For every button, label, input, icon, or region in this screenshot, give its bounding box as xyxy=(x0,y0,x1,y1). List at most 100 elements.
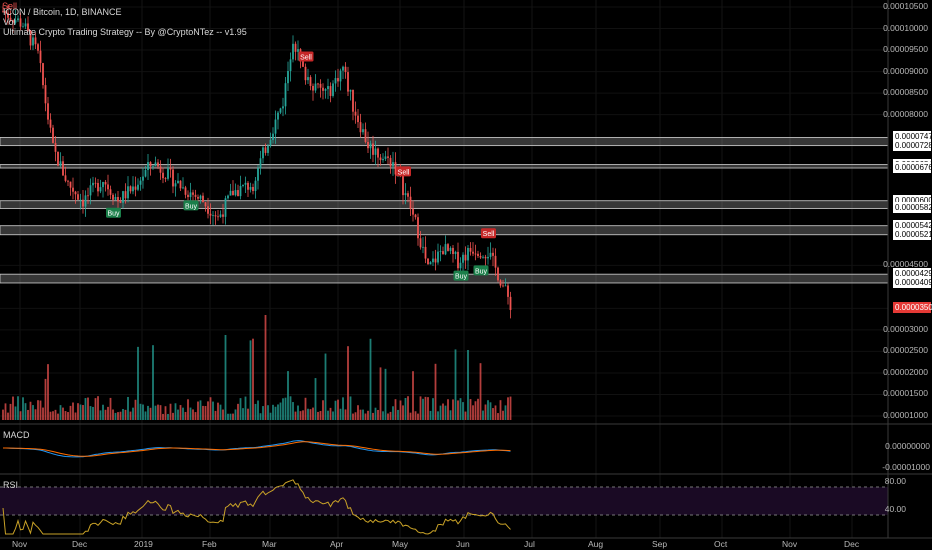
candle-body xyxy=(202,195,204,203)
candle-body xyxy=(189,192,192,198)
signal-tags: Sell Buy Sell Buy Buy Sell Buy xyxy=(106,51,496,281)
volume-bar xyxy=(32,405,34,420)
time-tick-label: Jul xyxy=(524,539,535,549)
volume-bar xyxy=(449,410,452,420)
candle-body xyxy=(504,285,507,287)
volume-bar xyxy=(467,350,469,420)
volume-bar xyxy=(347,346,349,420)
volume-bar xyxy=(129,411,132,420)
volume-bar xyxy=(342,397,344,420)
sell-tag: Sell xyxy=(481,228,496,239)
candle-body xyxy=(57,151,59,166)
volume-bar xyxy=(272,404,274,420)
buy-tag-bg xyxy=(183,200,199,211)
volume-bar xyxy=(64,411,67,420)
candle-body xyxy=(379,157,382,161)
candle-body xyxy=(92,182,94,186)
volume-bar xyxy=(169,403,172,420)
time-tick-label: Nov xyxy=(12,539,28,549)
candle-body xyxy=(362,129,364,133)
candle-body xyxy=(29,30,32,46)
volume-bar xyxy=(387,413,389,420)
volume-bar xyxy=(337,399,339,420)
volume-bar xyxy=(217,402,219,420)
volume-bar xyxy=(444,405,447,420)
candle-body xyxy=(349,89,352,92)
volume-bar xyxy=(179,405,182,420)
volume-bar xyxy=(207,401,209,420)
candle-body xyxy=(222,214,224,217)
candle-body xyxy=(229,190,232,196)
candle-body xyxy=(2,11,4,13)
volume-bar xyxy=(404,397,407,420)
volume-bar xyxy=(74,412,77,420)
rsi-pane xyxy=(0,479,888,535)
volume-bar xyxy=(147,405,149,420)
volume-bar xyxy=(94,398,97,420)
volume-bar xyxy=(254,403,257,420)
candle-body xyxy=(19,18,22,27)
volume-bar xyxy=(339,408,342,420)
volume-bar xyxy=(409,412,412,420)
candle-body xyxy=(97,183,99,192)
candle-body xyxy=(159,166,162,173)
time-tick-label: Jun xyxy=(456,539,470,549)
candle-body xyxy=(309,77,312,86)
candle-body xyxy=(17,18,19,21)
candle-body xyxy=(469,247,472,252)
candle-body xyxy=(454,251,457,255)
candle-body xyxy=(434,258,437,263)
candle-body xyxy=(34,37,37,45)
price-tick-label: 0.00003000 xyxy=(883,323,928,334)
candle-body xyxy=(417,217,419,239)
volume-bar xyxy=(242,408,244,420)
volume-bar xyxy=(194,412,197,420)
volume-bar xyxy=(134,399,137,420)
candle-body xyxy=(14,20,17,23)
candle-body xyxy=(444,244,447,255)
volume-legend[interactable]: Vol xyxy=(3,17,16,27)
strategy-legend[interactable]: Ultimate Crypto Trading Strategy -- By @… xyxy=(3,27,247,37)
candle-body xyxy=(394,162,397,175)
volume-bar xyxy=(419,396,422,420)
candle-body xyxy=(432,258,434,263)
candle-body xyxy=(142,176,144,181)
volume-bar xyxy=(184,411,187,420)
candle-body xyxy=(209,213,212,216)
volume-bar xyxy=(312,407,314,420)
volume-bar xyxy=(372,412,374,420)
rsi-title[interactable]: RSI xyxy=(3,480,19,490)
macd-title[interactable]: MACD xyxy=(3,430,30,440)
candle-body xyxy=(129,186,132,192)
volume-bar xyxy=(189,407,192,420)
candle-body xyxy=(49,119,52,128)
candle-body xyxy=(244,182,247,185)
volume-bar xyxy=(59,405,62,420)
volume-bar xyxy=(204,406,207,420)
volume-bar xyxy=(119,411,122,420)
buy-tag: Buy xyxy=(106,207,121,218)
candle-body xyxy=(357,115,359,123)
macd-signal-line xyxy=(2,441,511,457)
volume-bar xyxy=(167,413,169,420)
volume-bar xyxy=(292,402,294,420)
volume-bar xyxy=(237,403,239,420)
volume-bar xyxy=(277,404,279,420)
candle-body xyxy=(497,267,499,281)
volume-bar xyxy=(22,397,24,420)
volume-bar xyxy=(287,371,289,420)
volume-bar xyxy=(234,409,237,420)
volume-bar xyxy=(182,407,184,420)
volume-bar xyxy=(259,413,262,420)
volume-bar xyxy=(437,411,439,420)
volume-bar xyxy=(192,409,194,420)
sr-zone xyxy=(0,164,889,169)
volume-bar xyxy=(139,403,142,420)
volume-bar xyxy=(47,364,49,420)
candle-body xyxy=(144,170,147,177)
volume-bar xyxy=(484,404,487,420)
symbol-title[interactable]: ICON / Bitcoin, 1D, BINANCE xyxy=(3,7,122,17)
time-tick-label: Nov xyxy=(782,539,798,549)
